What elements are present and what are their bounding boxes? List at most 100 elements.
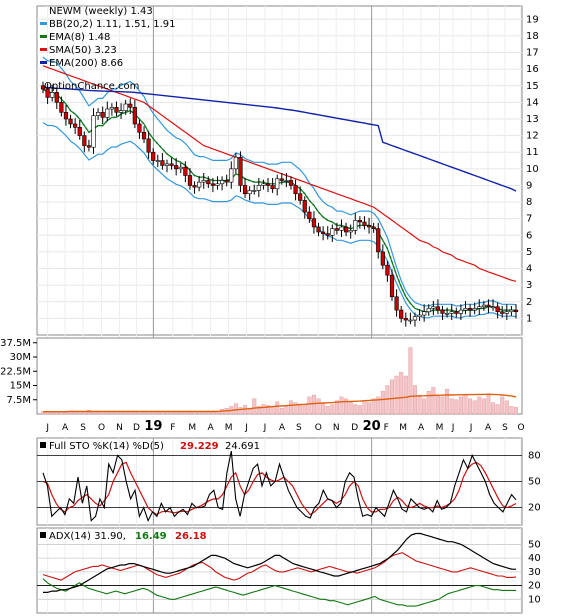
legend-swatch [40, 61, 47, 64]
candle-body [399, 309, 404, 319]
volume-bar [307, 396, 312, 415]
candle-body [238, 156, 243, 186]
candle-body [412, 316, 418, 321]
x-tick-label: M [225, 423, 233, 433]
volume-bar [169, 411, 174, 415]
volume-bar [495, 404, 500, 415]
candle-body [403, 318, 408, 321]
x-tick-label: N [333, 423, 340, 433]
sma50-line [42, 65, 517, 282]
volume-bar [390, 379, 395, 415]
candle-body [242, 185, 248, 195]
candle-body [463, 308, 468, 311]
price-y-tick: 15 [526, 81, 539, 92]
candle-body [362, 221, 367, 226]
candle-body [357, 220, 362, 223]
candle-body [334, 228, 340, 231]
legend-swatch [40, 35, 47, 38]
candle-body [458, 309, 463, 314]
legend-entry: BB(20,2) 1.11, 1.51, 1.91 [49, 19, 175, 30]
candle-body [293, 185, 298, 195]
candle-body [440, 309, 445, 314]
candle-body [472, 308, 477, 311]
candle-body [178, 166, 183, 170]
x-tick-label: A [279, 423, 286, 433]
volume-bar [504, 400, 509, 415]
volume-bar [477, 396, 482, 415]
candle-body [63, 112, 69, 120]
sto-y-tick: 20 [528, 503, 541, 514]
x-tick-label: M [436, 423, 444, 433]
price-y-tick: 5 [526, 247, 532, 258]
price-y-tick: 2 [526, 297, 532, 308]
candle-body [380, 251, 385, 266]
price-y-tick: 6 [526, 230, 532, 241]
candle-body [132, 107, 137, 125]
candle-body [504, 311, 509, 314]
volume-bar [233, 403, 238, 415]
adx-y-tick: 50 [528, 539, 541, 550]
candle-body [146, 138, 151, 153]
x-tick-label: J [244, 423, 248, 433]
x-tick-label: F [384, 423, 389, 433]
candle-body [394, 296, 399, 311]
candle-body [339, 226, 344, 231]
ema200-line [42, 86, 517, 192]
x-tick-label: O [517, 423, 524, 433]
volume-bar [514, 407, 519, 415]
price-y-tick: 18 [526, 31, 539, 42]
candle-body [73, 123, 78, 128]
candle-body [348, 230, 353, 233]
volume-bar [472, 400, 477, 415]
price-y-tick: 9 [526, 180, 532, 191]
volume-bar [82, 411, 87, 415]
adx-y-tick: 20 [528, 581, 541, 592]
volume-bar [206, 411, 211, 415]
candle-body [123, 103, 128, 111]
candle-body [114, 107, 119, 113]
candle-body [467, 308, 473, 311]
volume-bar [500, 396, 505, 415]
x-tick-label: F [170, 423, 175, 433]
price-y-tick: 19 [526, 14, 539, 25]
volume-bar [435, 394, 440, 415]
adx-legend-swatch [40, 532, 46, 538]
candle-body [160, 160, 165, 166]
x-tick-label: S [80, 423, 86, 433]
x-tick-label: O [98, 423, 105, 433]
adx-y-tick: 10 [528, 594, 541, 605]
price-y-tick: 17 [526, 48, 539, 59]
candle-body [449, 311, 454, 314]
x-tick-label: S [296, 423, 302, 433]
candle-body [210, 183, 216, 186]
candle-body [40, 85, 46, 90]
x-tick-label: A [485, 423, 492, 433]
volume-bar [316, 398, 321, 415]
panel-frame [36, 5, 523, 336]
x-tick-label: M [188, 423, 196, 433]
volume-bar [293, 402, 298, 415]
candle-body [385, 264, 390, 276]
bb-lower-line [42, 122, 517, 319]
sto-k-value: 29.229 [180, 441, 219, 452]
x-tick-label: O [315, 423, 322, 433]
candle-body [270, 185, 275, 190]
adx-minus-di-value: 26.18 [175, 531, 207, 542]
volume-bar [454, 399, 459, 415]
adx-y-tick: 40 [528, 553, 541, 564]
volume-bar [238, 407, 243, 415]
volume-bar [334, 400, 339, 415]
candle-body [50, 92, 55, 98]
candle-body [509, 309, 514, 313]
legend-entry: NEWM (weekly) 1.43 [49, 6, 153, 17]
sto-k-line [42, 450, 517, 523]
candle-body [408, 319, 413, 322]
price-y-tick: 10 [526, 164, 539, 175]
volume-bar [394, 375, 399, 415]
candle-body [366, 225, 372, 228]
adx-label: ADX(14) 31.90, [49, 531, 126, 542]
candle-body [422, 311, 427, 316]
candle-body [284, 180, 289, 182]
volume-panel: 7.5M 15M 22.5M 30M 37.5M [0, 337, 523, 415]
